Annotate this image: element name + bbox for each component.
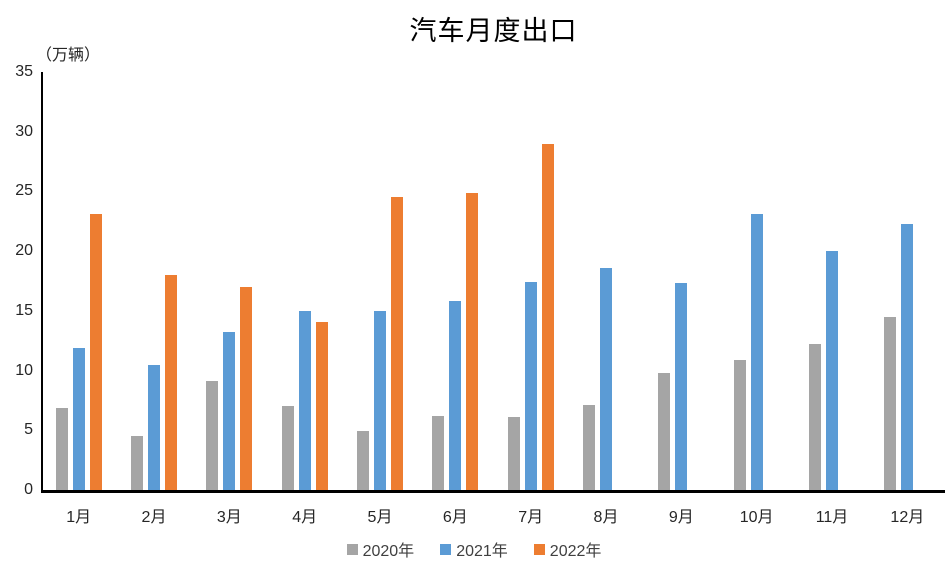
x-tick-label: 7月 bbox=[518, 509, 544, 526]
bar-2021年-6月 bbox=[449, 301, 462, 490]
x-axis-line bbox=[41, 490, 945, 493]
bar-2021年-9月 bbox=[675, 283, 688, 490]
bar-2020年-11月 bbox=[809, 344, 821, 490]
legend-label: 2020年 bbox=[362, 543, 415, 560]
legend-swatch-icon bbox=[440, 543, 452, 555]
bar-2022年-1月 bbox=[89, 214, 102, 490]
y-tick-label: 25 bbox=[15, 182, 33, 200]
bar-2021年-2月 bbox=[148, 364, 160, 490]
x-tick-label: 5月 bbox=[367, 509, 393, 526]
bar-2021年-3月 bbox=[223, 332, 236, 490]
bar-2022年-5月 bbox=[391, 197, 403, 490]
legend: 2020年 2021年 2022年 bbox=[0, 537, 948, 561]
bar-2022年-6月 bbox=[466, 192, 479, 490]
x-tick-label: 6月 bbox=[442, 509, 468, 526]
bar-2022年-4月 bbox=[315, 321, 328, 490]
x-tick-label: 3月 bbox=[216, 509, 242, 526]
bar-2021年-10月 bbox=[750, 214, 763, 490]
bar-2020年-5月 bbox=[357, 431, 369, 490]
y-tick-label: 10 bbox=[15, 361, 33, 379]
y-tick-label: 5 bbox=[24, 421, 33, 439]
legend-swatch-icon bbox=[533, 543, 545, 555]
bar-2020年-7月 bbox=[507, 417, 520, 490]
y-axis-line bbox=[41, 72, 43, 492]
bar-2021年-11月 bbox=[826, 251, 838, 490]
x-tick-label: 8月 bbox=[593, 509, 619, 526]
bar-2020年-10月 bbox=[733, 359, 746, 490]
legend-item-2022年: 2022年 bbox=[533, 537, 602, 561]
bar-2020年-4月 bbox=[281, 406, 294, 490]
bar-2021年-5月 bbox=[374, 310, 386, 490]
legend-label: 2022年 bbox=[549, 543, 602, 560]
legend-label: 2021年 bbox=[456, 543, 508, 560]
y-tick-label: 0 bbox=[24, 481, 33, 498]
bar-2021年-12月 bbox=[901, 223, 914, 490]
x-tick-label: 2月 bbox=[141, 509, 167, 526]
legend-item-2020年: 2020年 bbox=[346, 537, 415, 561]
bar-2020年-6月 bbox=[432, 415, 445, 490]
bar-2020年-1月 bbox=[55, 407, 68, 490]
y-tick-label: 30 bbox=[15, 122, 33, 140]
bar-2020年-9月 bbox=[658, 372, 671, 490]
bar-2021年-4月 bbox=[298, 310, 311, 490]
bar-2022年-3月 bbox=[240, 286, 253, 490]
bar-2021年-1月 bbox=[72, 347, 85, 490]
bar-2021年-7月 bbox=[524, 282, 537, 490]
x-tick-label: 12月 bbox=[890, 509, 925, 526]
bar-2021年-8月 bbox=[600, 267, 612, 490]
bar-2020年-2月 bbox=[131, 436, 143, 490]
x-tick-label: 10月 bbox=[739, 509, 774, 526]
y-axis-unit-label: （万辆） bbox=[36, 47, 101, 64]
y-tick-label: 20 bbox=[15, 242, 33, 260]
x-tick-label: 4月 bbox=[292, 509, 318, 526]
y-tick-label: 15 bbox=[15, 301, 33, 319]
y-tick-label: 35 bbox=[15, 63, 33, 80]
bar-2020年-3月 bbox=[206, 381, 219, 490]
bar-2022年-7月 bbox=[541, 143, 554, 490]
legend-item-2021年: 2021年 bbox=[440, 537, 508, 561]
legend-swatch-icon bbox=[346, 543, 358, 555]
bar-2020年-12月 bbox=[884, 316, 897, 490]
bar-2022年-2月 bbox=[165, 275, 177, 490]
bar-2020年-8月 bbox=[583, 405, 595, 490]
x-tick-label: 11月 bbox=[815, 509, 849, 526]
x-tick-label: 1月 bbox=[66, 509, 92, 526]
chart-title: 汽车月度出口 bbox=[409, 16, 578, 46]
x-tick-label: 9月 bbox=[668, 509, 694, 526]
